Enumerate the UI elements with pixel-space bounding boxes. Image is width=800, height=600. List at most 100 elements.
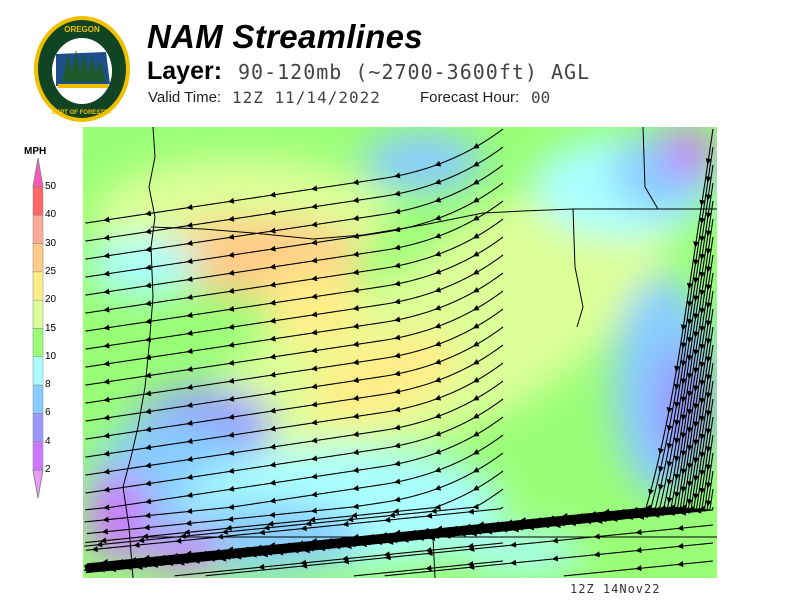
streamline bbox=[85, 506, 714, 574]
streamline-arrow bbox=[103, 468, 110, 475]
streamline-arrow bbox=[352, 179, 359, 186]
streamline-arrow bbox=[350, 512, 358, 519]
streamline-arrow bbox=[593, 533, 600, 540]
color-legend-bar bbox=[32, 158, 44, 499]
streamline-arrow bbox=[227, 515, 234, 522]
streamline-arrow bbox=[677, 542, 684, 549]
legend-label: 15 bbox=[45, 322, 57, 334]
streamline-arrow bbox=[186, 276, 193, 283]
streamline-arrow bbox=[217, 533, 224, 540]
streamline-arrow bbox=[227, 215, 235, 222]
streamline-arrow bbox=[705, 446, 712, 453]
streamline-arrow bbox=[699, 433, 706, 441]
streamline-arrow bbox=[472, 233, 480, 239]
streamline-arrow bbox=[269, 353, 276, 360]
forecast-hour-label: Forecast Hour: bbox=[420, 89, 520, 106]
streamline-arrow bbox=[472, 467, 480, 473]
streamline-arrow bbox=[144, 354, 152, 361]
streamline-arrow bbox=[699, 289, 706, 297]
streamline-arrow bbox=[425, 512, 433, 519]
streamline-arrow bbox=[387, 538, 394, 545]
streamline-arrow bbox=[705, 248, 712, 255]
streamline-arrow bbox=[705, 266, 712, 273]
streamline-arrow bbox=[472, 215, 480, 221]
streamline-arrow bbox=[699, 361, 706, 369]
streamline-arrow bbox=[185, 520, 192, 527]
streamline-arrow bbox=[186, 384, 193, 391]
legend-swatch-6_8 bbox=[32, 384, 44, 414]
streamline-arrow bbox=[144, 228, 152, 235]
streamline-arrow bbox=[430, 507, 437, 514]
streamline-arrow bbox=[91, 546, 98, 553]
streamline-arrow bbox=[144, 390, 152, 397]
streamline-arrow bbox=[186, 508, 193, 515]
legend-label: 25 bbox=[45, 265, 57, 277]
streamline-arrow bbox=[680, 450, 687, 457]
streamline-arrow bbox=[186, 402, 193, 409]
streamline-arrow bbox=[341, 555, 349, 562]
streamline-arrow bbox=[699, 415, 706, 423]
streamline-arrow bbox=[425, 529, 432, 536]
streamline-arrow bbox=[393, 190, 401, 197]
streamline-arrow bbox=[680, 468, 687, 475]
streamline-arrow bbox=[352, 269, 359, 276]
streamline-arrow bbox=[674, 383, 681, 391]
layer-label: Layer: bbox=[147, 57, 223, 85]
legend-label: 50 bbox=[45, 181, 57, 192]
streamline-arrow bbox=[143, 524, 150, 531]
streamline-arrow bbox=[144, 210, 152, 217]
streamline-arrow bbox=[677, 524, 684, 531]
streamline-arrow bbox=[693, 475, 700, 482]
streamline-arrow bbox=[144, 408, 152, 415]
streamline-arrow bbox=[103, 216, 110, 223]
streamline-arrow bbox=[699, 343, 706, 351]
streamline-arrow bbox=[666, 407, 673, 414]
streamline-arrow bbox=[310, 329, 318, 336]
streamline-arrow bbox=[434, 178, 442, 185]
streamline-arrow bbox=[310, 239, 318, 246]
streamline-arrow bbox=[144, 300, 152, 307]
streamline-arrow bbox=[693, 295, 700, 302]
streamline-arrow bbox=[467, 524, 474, 531]
streamline-arrow bbox=[186, 330, 193, 337]
streamline-arrow bbox=[186, 474, 193, 481]
streamline-arrow bbox=[434, 376, 442, 383]
streamline-arrow bbox=[393, 280, 401, 287]
streamline-arrow bbox=[144, 426, 152, 433]
legend-arrow-bottom bbox=[32, 469, 44, 499]
streamline-arrow bbox=[144, 336, 152, 343]
streamline-arrow bbox=[653, 511, 660, 518]
streamline-arrow bbox=[235, 553, 242, 560]
streamline-arrow bbox=[434, 160, 442, 167]
streamline-arrow bbox=[310, 401, 318, 408]
streamline-arrow bbox=[174, 554, 181, 561]
streamline-map[interactable] bbox=[83, 127, 717, 578]
streamline-arrow bbox=[144, 462, 152, 469]
streamline-arrow bbox=[658, 484, 664, 491]
valid-time-label: Valid Time: bbox=[148, 89, 222, 106]
streamline-arrow bbox=[470, 530, 478, 537]
streamline-arrow bbox=[705, 410, 712, 417]
streamline-arrow bbox=[383, 551, 390, 558]
legend-arrow-top bbox=[32, 158, 44, 188]
streamline-arrow bbox=[227, 233, 235, 240]
oregon-department-of-forestry-logo: OREGON DEPT OF FORESTRY bbox=[34, 16, 130, 122]
streamline-arrow bbox=[393, 442, 401, 449]
svg-text:OREGON: OREGON bbox=[64, 25, 100, 34]
streamline-arrow bbox=[699, 235, 706, 243]
streamline-arrow bbox=[611, 516, 618, 523]
streamline-arrow bbox=[102, 516, 109, 523]
streamline-arrow bbox=[227, 504, 235, 510]
streamline-arrow bbox=[220, 555, 227, 562]
streamline-arrow bbox=[227, 467, 235, 474]
streamline-arrow bbox=[103, 432, 110, 439]
streamline-arrow bbox=[227, 395, 235, 402]
streamline-arrow bbox=[310, 221, 318, 228]
page-title: NAM Streamlines bbox=[147, 18, 423, 55]
streamline-arrow bbox=[269, 497, 276, 504]
streamline-arrow bbox=[103, 270, 110, 277]
streamline-arrow bbox=[554, 522, 561, 529]
streamline bbox=[86, 452, 504, 535]
streamline-arrow bbox=[186, 348, 193, 355]
streamline-arrow bbox=[674, 401, 681, 409]
